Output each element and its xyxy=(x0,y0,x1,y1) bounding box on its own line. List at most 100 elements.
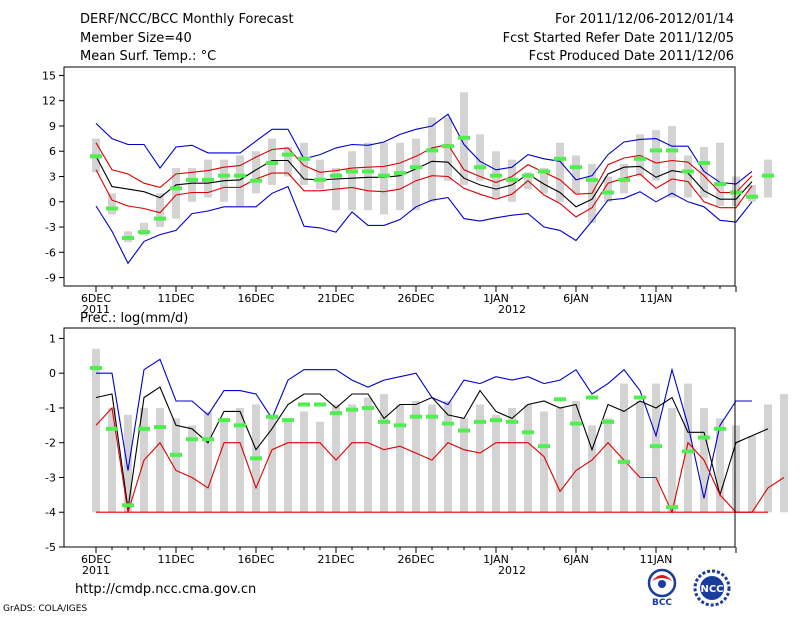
spread-bar xyxy=(764,404,772,513)
spread-bar xyxy=(364,397,372,513)
y-tick-label: 9 xyxy=(49,120,56,133)
median-marker xyxy=(202,437,214,442)
precip-title: Prec.: log(mm/d) xyxy=(80,311,189,326)
median-marker xyxy=(138,426,150,431)
median-marker xyxy=(570,421,582,426)
x-tick-label: 6JAN xyxy=(563,553,589,566)
spread-bar xyxy=(364,142,372,211)
median-marker xyxy=(506,177,518,182)
median-marker xyxy=(314,402,326,407)
x-tick-label: 21DEC xyxy=(317,292,354,305)
spread-bar xyxy=(140,222,148,236)
website-link[interactable]: http://cmdp.ncc.cma.gov.cn xyxy=(75,582,257,597)
spread-bar xyxy=(764,159,772,198)
median-marker xyxy=(442,421,454,426)
median-marker xyxy=(170,452,182,457)
median-marker xyxy=(618,177,630,182)
x-tick-label: 1JAN xyxy=(483,553,509,566)
y-tick-label: -5 xyxy=(45,541,56,554)
spread-bar xyxy=(220,418,228,513)
x-tick-label: 26DEC xyxy=(397,553,434,566)
produced-date: Fcst Produced Date 2011/12/06 xyxy=(528,49,734,64)
spread-bar xyxy=(428,117,436,202)
spread-bar xyxy=(380,394,388,513)
spread-bar xyxy=(716,418,724,513)
median-marker xyxy=(698,161,710,166)
spread-bar xyxy=(748,435,756,513)
spread-bar xyxy=(780,394,788,513)
chart-title: DERF/NCC/BCC Monthly Forecast xyxy=(80,12,294,27)
y-tick-label: 15 xyxy=(42,69,56,82)
median-marker xyxy=(394,423,406,428)
x-tick-label: 11DEC xyxy=(157,553,194,566)
median-marker xyxy=(570,165,582,170)
spread-bar xyxy=(396,142,404,211)
median-marker xyxy=(490,418,502,423)
spread-bar xyxy=(396,404,404,513)
x-tick-label: 11DEC xyxy=(157,292,194,305)
spread-bar xyxy=(444,401,452,513)
temperature-panel: -9 -6 -3 0 3 6 9 12 15 6DEC 11DEC 16DEC 21DEC 26DEC 1J… xyxy=(42,66,774,316)
x-tick-label: 1JAN xyxy=(483,292,509,305)
median-marker xyxy=(714,182,726,187)
x-tick-label: 11JAN xyxy=(640,292,673,305)
median-marker xyxy=(554,156,566,161)
spread-bar xyxy=(380,142,388,215)
median-marker xyxy=(666,505,678,510)
series-line-mean xyxy=(95,156,753,208)
grads-credit: GrADS: COLA/IGES xyxy=(3,604,88,614)
x-year-label: 2011 xyxy=(82,564,110,577)
x-tick-label: 16DEC xyxy=(237,292,274,305)
median-marker xyxy=(538,444,550,449)
median-marker xyxy=(330,411,342,416)
median-marker xyxy=(234,423,246,428)
spread-bar xyxy=(428,404,436,513)
x-year-label: 2012 xyxy=(498,303,526,316)
spread-bar xyxy=(652,130,660,181)
spread-bar xyxy=(604,176,612,202)
median-marker xyxy=(682,449,694,454)
median-marker xyxy=(506,419,518,424)
x-tick-label: 21DEC xyxy=(317,553,354,566)
median-marker xyxy=(730,190,742,195)
median-marker xyxy=(602,190,614,195)
x-tick-label: 11JAN xyxy=(640,553,673,566)
median-marker xyxy=(90,365,102,370)
median-marker xyxy=(522,173,534,178)
median-marker xyxy=(442,144,454,149)
spread-bar xyxy=(732,425,740,513)
median-marker xyxy=(106,426,118,431)
spread-bar xyxy=(620,383,628,513)
spread-bar xyxy=(284,418,292,513)
spread-bar xyxy=(716,142,724,206)
spread-bar xyxy=(748,184,756,202)
series-line-max xyxy=(95,113,753,185)
spread-bar xyxy=(108,193,116,215)
spread-bar xyxy=(156,407,164,513)
median-marker xyxy=(266,161,278,166)
median-marker xyxy=(394,171,406,176)
median-marker xyxy=(282,418,294,423)
median-marker xyxy=(122,503,134,508)
start-date: Fcst Started Refer Date 2011/12/05 xyxy=(502,31,734,46)
bcc-logo: BCC xyxy=(647,568,677,607)
spread-bar xyxy=(684,155,692,198)
spread-bar xyxy=(668,407,676,513)
median-marker xyxy=(426,414,438,419)
median-marker xyxy=(218,418,230,423)
median-marker xyxy=(746,194,758,199)
y-tick-label: 6 xyxy=(49,145,56,158)
median-marker xyxy=(714,426,726,431)
median-marker xyxy=(282,152,294,157)
series-line-mean xyxy=(95,386,769,509)
y-tick-label: 3 xyxy=(49,171,56,184)
spread-bar xyxy=(572,155,580,194)
median-marker xyxy=(634,395,646,400)
spread-bar xyxy=(412,138,420,211)
median-marker xyxy=(122,235,134,240)
spread-bar xyxy=(156,193,164,228)
x-tick-label: 16DEC xyxy=(237,553,274,566)
x-tick-label: 26DEC xyxy=(397,292,434,305)
svg-text:NCC: NCC xyxy=(700,584,723,595)
